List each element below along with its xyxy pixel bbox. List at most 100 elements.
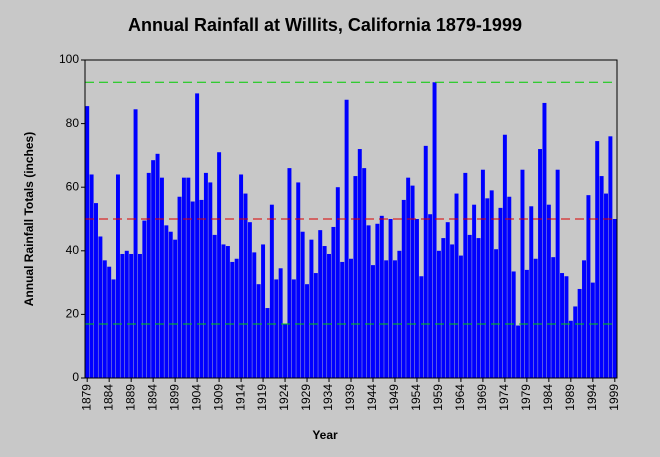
x-tick-label: 1979 — [519, 384, 533, 411]
bar — [164, 225, 169, 378]
x-tick-label: 1959 — [431, 384, 445, 411]
bar — [595, 141, 600, 378]
x-tick-label: 1889 — [123, 384, 137, 411]
bar — [458, 255, 463, 378]
bar — [89, 174, 94, 378]
x-tick-label: 1994 — [585, 384, 599, 411]
y-tick-label: 40 — [66, 243, 80, 257]
bar — [494, 249, 499, 378]
x-tick-label: 1934 — [321, 384, 335, 411]
bar — [489, 190, 494, 378]
bar — [181, 177, 186, 378]
bar — [115, 174, 120, 378]
bar — [256, 284, 261, 378]
x-tick-label: 1924 — [277, 384, 291, 411]
bar — [151, 160, 156, 378]
x-tick-label: 1894 — [145, 384, 159, 411]
chart-title: Annual Rainfall at Willits, California 1… — [128, 15, 522, 35]
bar — [305, 284, 310, 378]
bar — [124, 250, 129, 378]
bar — [173, 239, 178, 378]
bar — [186, 177, 191, 378]
bar — [159, 177, 164, 378]
bar — [406, 177, 411, 378]
x-tick-label: 1989 — [563, 384, 577, 411]
bar — [472, 204, 477, 378]
bar — [85, 106, 90, 379]
x-tick-label: 1954 — [409, 384, 423, 411]
x-tick-label: 1919 — [255, 384, 269, 411]
bar — [94, 203, 98, 378]
x-axis-label: Year — [312, 428, 338, 442]
bar — [168, 231, 173, 378]
y-tick-label: 20 — [66, 307, 80, 321]
bar — [230, 261, 235, 378]
bar — [252, 252, 257, 378]
bar — [353, 176, 358, 378]
bar — [137, 253, 142, 378]
bar — [414, 219, 419, 378]
bar — [225, 246, 230, 378]
bar — [300, 231, 305, 378]
bar — [401, 199, 406, 378]
x-tick-label: 1949 — [387, 384, 401, 411]
bar — [604, 193, 608, 378]
bar — [608, 136, 613, 378]
bar — [502, 134, 507, 378]
bar — [129, 253, 134, 378]
y-tick-label: 100 — [59, 52, 79, 66]
bar — [551, 257, 556, 378]
bar — [428, 214, 433, 378]
bar — [261, 244, 266, 378]
bar — [379, 215, 384, 378]
bar — [296, 182, 301, 378]
bar — [397, 250, 402, 378]
bar — [327, 253, 331, 378]
bar — [212, 234, 217, 378]
bar — [516, 325, 521, 378]
bar — [441, 238, 446, 378]
y-tick-label: 60 — [66, 179, 80, 193]
bar — [410, 185, 415, 378]
bar — [520, 169, 525, 378]
x-tick-label: 1964 — [453, 384, 467, 411]
bar — [454, 193, 459, 378]
x-tick-label: 1909 — [211, 384, 225, 411]
y-tick-label: 80 — [66, 116, 80, 130]
x-tick-label: 1929 — [299, 384, 313, 411]
bar — [309, 239, 314, 378]
bar — [582, 260, 587, 378]
bar — [375, 223, 380, 378]
bar — [599, 176, 604, 378]
bar — [498, 207, 503, 378]
bar — [538, 149, 543, 378]
bar — [568, 320, 573, 378]
x-tick-label: 1879 — [79, 384, 93, 411]
bar — [432, 82, 437, 378]
bar — [177, 196, 182, 378]
bar — [274, 279, 279, 378]
x-tick-label: 1944 — [365, 384, 379, 411]
y-axis-label: Annual Rainfall Totals (inches) — [22, 132, 36, 306]
bar — [243, 193, 248, 378]
bar — [529, 206, 534, 378]
bar — [450, 244, 455, 378]
bar — [265, 308, 270, 378]
x-tick-label: 1914 — [233, 384, 247, 411]
bar — [612, 219, 617, 378]
x-tick-label: 1904 — [189, 384, 203, 411]
bar — [287, 168, 292, 378]
bar — [98, 236, 103, 378]
bar — [102, 260, 107, 378]
bar — [485, 198, 490, 378]
x-tick-label: 1939 — [343, 384, 357, 411]
bar — [278, 268, 283, 378]
bar — [111, 279, 116, 378]
bar — [546, 204, 551, 378]
bar — [340, 261, 345, 378]
bar — [142, 220, 147, 378]
bar — [239, 174, 244, 378]
bar — [217, 152, 222, 378]
bar — [331, 226, 336, 378]
